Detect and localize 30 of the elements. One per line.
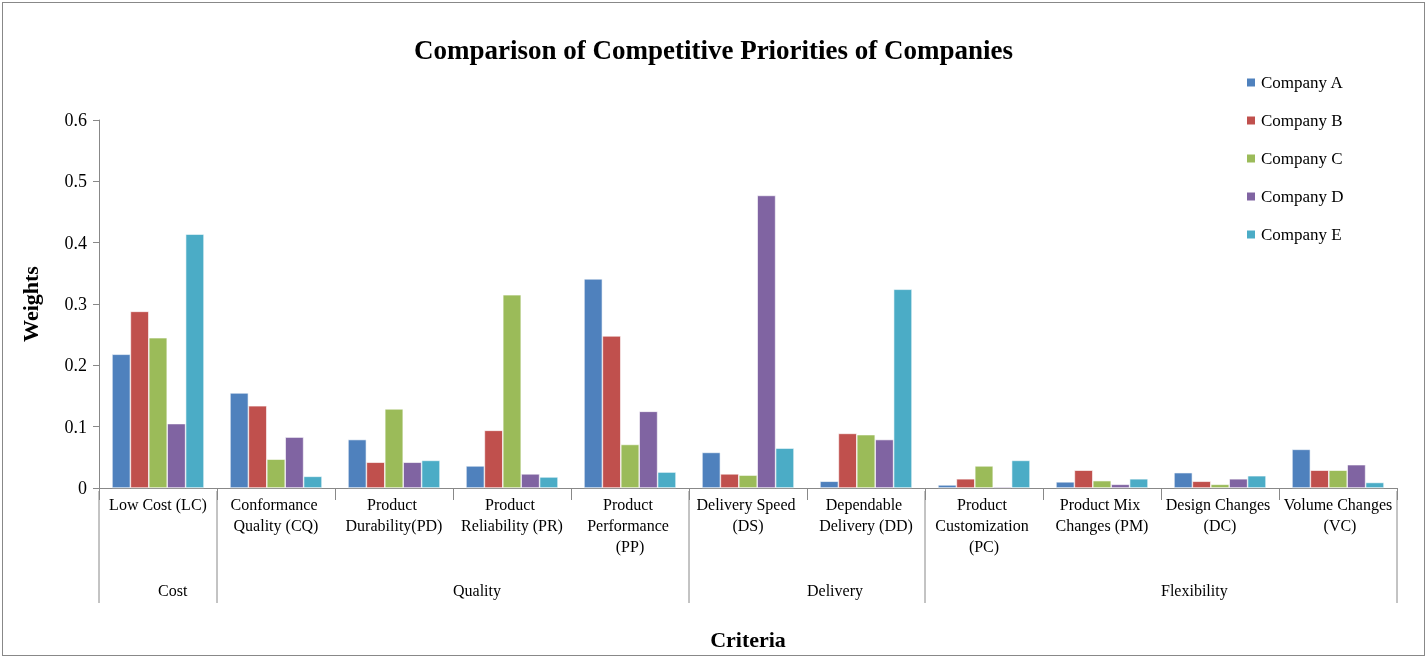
y-tick-label: 0 [78, 478, 87, 498]
y-tick-label: 0.6 [64, 110, 87, 130]
y-tick-label: 0.2 [64, 355, 87, 376]
x-tick-label: Delivery Speed (DS) [696, 496, 800, 535]
x-tick-label: Low Cost (LC) [109, 496, 207, 514]
y-tick-label: 0.1 [64, 416, 87, 437]
text: Flexibility [1161, 581, 1228, 600]
text: Delivery [807, 581, 863, 600]
x-tick-label: Conformance Quality (CQ) [230, 496, 322, 535]
legend-label: Company D [1261, 187, 1344, 206]
x-axis-title: Criteria [710, 626, 786, 652]
x-tick-label: Dependable Delivery (DD) [819, 496, 913, 535]
y-tick-label: 0.5 [64, 171, 87, 192]
legend-label: Company C [1261, 149, 1343, 168]
text: Quality [453, 581, 501, 600]
legend-label: Company A [1261, 73, 1344, 92]
y-axis-title: Weights [17, 265, 43, 342]
text: Cost [158, 581, 188, 599]
y-tick-label: 0.4 [64, 232, 87, 253]
legend-label: Company E [1261, 225, 1342, 244]
x-tick-label: Product Customization (PC) [935, 496, 1033, 556]
x-tick-label: Product Durability(PD) [345, 496, 443, 535]
x-tick-label: Design Changes (DC) [1165, 496, 1275, 535]
chart-title: Comparison of Competitive Priorities of Companies [413, 34, 1014, 65]
x-tick-label: Product Reliability (PR) [461, 496, 563, 535]
x-tick-label: Product Mix Changes (PM) [1055, 496, 1149, 535]
y-tick-label: 0.3 [64, 294, 87, 314]
x-tick-label: Volume Changes (VC) [1283, 496, 1393, 535]
x-tick-label: Product Performance (PP) [587, 496, 673, 556]
legend-label: Company B [1261, 111, 1343, 130]
